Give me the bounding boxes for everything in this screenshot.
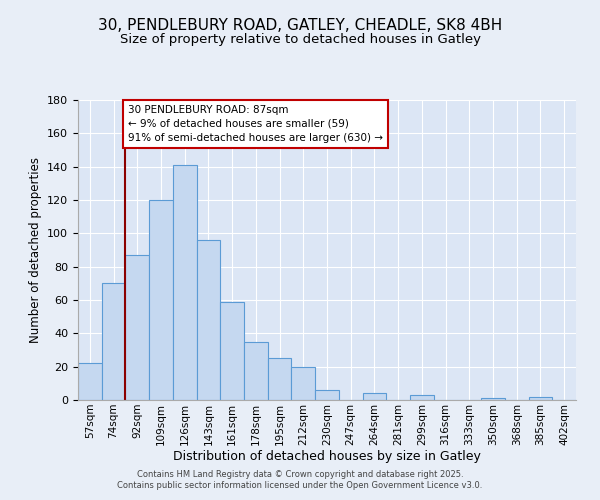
Bar [315,390,339,400]
Text: Size of property relative to detached houses in Gatley: Size of property relative to detached ho… [119,32,481,46]
Bar [292,366,315,400]
Bar [102,284,125,400]
Bar [125,255,149,400]
Bar [529,396,552,400]
Bar [149,200,173,400]
Bar [173,165,197,400]
Y-axis label: Number of detached properties: Number of detached properties [29,157,41,343]
Bar [78,364,102,400]
Bar [244,342,268,400]
Bar [362,394,386,400]
Text: Contains public sector information licensed under the Open Government Licence v3: Contains public sector information licen… [118,481,482,490]
Bar [410,395,434,400]
Bar [481,398,505,400]
Text: 30 PENDLEBURY ROAD: 87sqm
← 9% of detached houses are smaller (59)
91% of semi-d: 30 PENDLEBURY ROAD: 87sqm ← 9% of detach… [128,105,383,143]
Text: Contains HM Land Registry data © Crown copyright and database right 2025.: Contains HM Land Registry data © Crown c… [137,470,463,479]
Text: 30, PENDLEBURY ROAD, GATLEY, CHEADLE, SK8 4BH: 30, PENDLEBURY ROAD, GATLEY, CHEADLE, SK… [98,18,502,32]
Bar [197,240,220,400]
Bar [268,358,292,400]
X-axis label: Distribution of detached houses by size in Gatley: Distribution of detached houses by size … [173,450,481,464]
Bar [220,302,244,400]
